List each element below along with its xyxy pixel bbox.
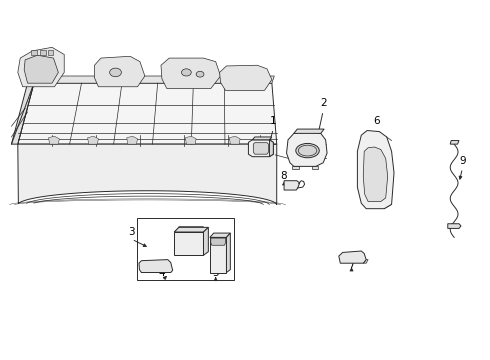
Text: 8: 8 xyxy=(280,171,287,181)
Polygon shape xyxy=(448,224,461,228)
Text: 6: 6 xyxy=(373,116,380,126)
Polygon shape xyxy=(18,144,277,205)
Circle shape xyxy=(110,68,122,77)
Polygon shape xyxy=(18,83,277,144)
Polygon shape xyxy=(211,238,225,245)
Polygon shape xyxy=(88,136,98,144)
Polygon shape xyxy=(252,137,272,140)
Polygon shape xyxy=(18,47,64,87)
Polygon shape xyxy=(270,140,273,157)
Polygon shape xyxy=(229,136,240,144)
Polygon shape xyxy=(284,181,300,190)
Polygon shape xyxy=(357,131,394,209)
Polygon shape xyxy=(203,227,208,255)
Polygon shape xyxy=(40,50,46,55)
Polygon shape xyxy=(293,166,299,169)
Circle shape xyxy=(181,69,191,76)
Text: 2: 2 xyxy=(320,98,326,108)
Polygon shape xyxy=(210,233,230,237)
Polygon shape xyxy=(313,166,318,169)
Polygon shape xyxy=(226,233,230,273)
Polygon shape xyxy=(363,147,388,202)
Polygon shape xyxy=(220,65,272,90)
Polygon shape xyxy=(127,136,138,144)
Polygon shape xyxy=(294,129,324,134)
Polygon shape xyxy=(48,50,53,55)
Polygon shape xyxy=(174,232,203,255)
Polygon shape xyxy=(339,251,366,263)
Circle shape xyxy=(196,71,204,77)
Polygon shape xyxy=(139,260,172,273)
Text: 5: 5 xyxy=(212,268,219,278)
Polygon shape xyxy=(363,260,368,263)
Bar xyxy=(137,218,234,280)
Ellipse shape xyxy=(296,143,319,158)
Polygon shape xyxy=(161,58,220,89)
Polygon shape xyxy=(174,227,208,232)
Polygon shape xyxy=(287,131,327,166)
Text: 4: 4 xyxy=(159,268,165,278)
Polygon shape xyxy=(49,136,59,144)
Polygon shape xyxy=(253,143,269,154)
Polygon shape xyxy=(210,237,226,273)
Polygon shape xyxy=(248,140,273,157)
Text: 3: 3 xyxy=(128,227,135,237)
Polygon shape xyxy=(34,76,274,83)
Polygon shape xyxy=(185,136,196,144)
Text: 1: 1 xyxy=(270,116,277,126)
Polygon shape xyxy=(31,50,37,55)
Polygon shape xyxy=(95,56,145,87)
Polygon shape xyxy=(11,83,34,144)
Text: 7: 7 xyxy=(348,260,355,270)
Polygon shape xyxy=(450,140,459,144)
Polygon shape xyxy=(24,55,58,83)
Polygon shape xyxy=(175,226,203,231)
Text: 9: 9 xyxy=(459,156,466,166)
